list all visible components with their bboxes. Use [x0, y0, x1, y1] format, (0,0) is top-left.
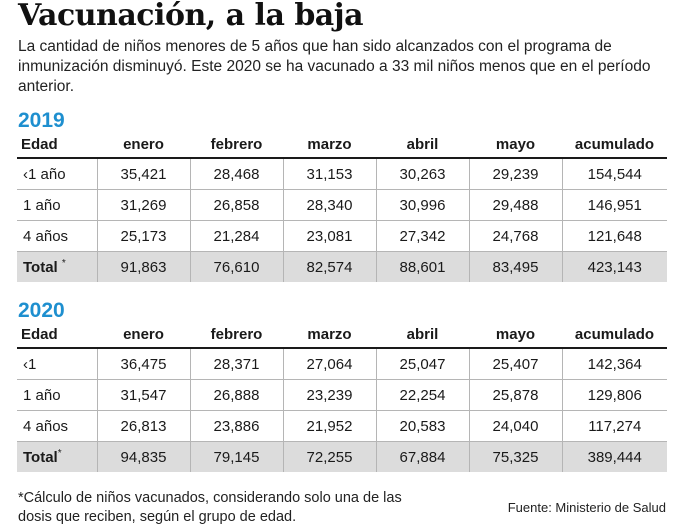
col-header-marzo: marzo: [283, 132, 376, 159]
total-cell: 82,574: [282, 251, 376, 282]
table-cell: 154,544: [561, 158, 667, 190]
total-cell: 67,884: [375, 441, 469, 472]
table-header-row: Edad enero febrero marzo abril mayo acum…: [17, 322, 667, 349]
row-label: 4 años: [17, 220, 97, 252]
col-header-acumulado: acumulado: [562, 132, 667, 159]
table-row: 1 año 31,269 26,858 28,340 30,996 29,488…: [17, 189, 667, 221]
table-row: 4 años 25,173 21,284 23,081 27,342 24,76…: [17, 220, 667, 252]
intro-text: La cantidad de niños menores de 5 años q…: [18, 38, 651, 95]
row-label: 1 año: [17, 189, 97, 221]
table-cell: 27,064: [282, 348, 376, 380]
table-row: 4 años 26,813 23,886 21,952 20,583 24,04…: [17, 410, 667, 442]
total-cell: 83,495: [468, 251, 562, 282]
col-header-edad: Edad: [17, 322, 97, 349]
total-row: Total * 91,863 76,610 82,574 88,601 83,4…: [17, 251, 667, 282]
table-2019: Edad enero febrero marzo abril mayo acum…: [17, 132, 667, 282]
row-label: ‹1 año: [17, 158, 97, 190]
total-cell: 423,143: [561, 251, 667, 282]
total-cell: 79,145: [189, 441, 283, 472]
total-cell: 88,601: [375, 251, 469, 282]
year-heading-2019: 2019: [18, 109, 65, 132]
footnote-mark: *: [61, 258, 66, 269]
total-label: Total *: [17, 251, 97, 282]
total-row: Total* 94,835 79,145 72,255 67,884 75,32…: [17, 441, 667, 472]
table-cell: 22,254: [375, 379, 469, 411]
table-cell: 23,239: [282, 379, 376, 411]
col-header-febrero: febrero: [190, 322, 283, 349]
table-cell: 26,813: [96, 410, 190, 442]
table-cell: 29,488: [468, 189, 562, 221]
table-cell: 146,951: [561, 189, 667, 221]
table-cell: 27,342: [375, 220, 469, 252]
col-header-marzo: marzo: [283, 322, 376, 349]
col-header-edad: Edad: [17, 132, 97, 159]
footnote-mark: *: [57, 448, 62, 459]
table-cell: 29,239: [468, 158, 562, 190]
table-row: 1 año 31,547 26,888 23,239 22,254 25,878…: [17, 379, 667, 411]
table-cell: 30,996: [375, 189, 469, 221]
table-cell: 24,768: [468, 220, 562, 252]
total-cell: 94,835: [96, 441, 190, 472]
table-cell: 23,081: [282, 220, 376, 252]
table-cell: 35,421: [96, 158, 190, 190]
col-header-abril: abril: [376, 132, 469, 159]
table-cell: 129,806: [561, 379, 667, 411]
col-header-abril: abril: [376, 322, 469, 349]
total-label-text: Total: [23, 449, 58, 466]
table-cell: 28,340: [282, 189, 376, 221]
total-label-text: Total: [23, 259, 58, 276]
table-cell: 26,888: [189, 379, 283, 411]
table-row: ‹1 36,475 28,371 27,064 25,047 25,407 14…: [17, 348, 667, 380]
col-header-mayo: mayo: [469, 132, 562, 159]
page-title: Vacunación, a la baja: [18, 0, 364, 33]
table-cell: 20,583: [375, 410, 469, 442]
table-cell: 21,284: [189, 220, 283, 252]
row-label: ‹1: [17, 348, 97, 380]
table-cell: 31,153: [282, 158, 376, 190]
table-row: ‹1 año 35,421 28,468 31,153 30,263 29,23…: [17, 158, 667, 190]
table-cell: 31,269: [96, 189, 190, 221]
table-cell: 28,371: [189, 348, 283, 380]
table-cell: 25,047: [375, 348, 469, 380]
footnote: *Cálculo de niños vacunados, considerand…: [18, 490, 402, 525]
table-cell: 36,475: [96, 348, 190, 380]
col-header-enero: enero: [97, 132, 190, 159]
col-header-mayo: mayo: [469, 322, 562, 349]
row-label: 1 año: [17, 379, 97, 411]
total-cell: 91,863: [96, 251, 190, 282]
table-cell: 28,468: [189, 158, 283, 190]
col-header-acumulado: acumulado: [562, 322, 667, 349]
table-2020: Edad enero febrero marzo abril mayo acum…: [17, 322, 667, 472]
table-cell: 25,878: [468, 379, 562, 411]
total-cell: 75,325: [468, 441, 562, 472]
table-cell: 121,648: [561, 220, 667, 252]
total-cell: 72,255: [282, 441, 376, 472]
total-cell: 76,610: [189, 251, 283, 282]
table-cell: 25,407: [468, 348, 562, 380]
table-cell: 25,173: [96, 220, 190, 252]
table-cell: 24,040: [468, 410, 562, 442]
table-header-row: Edad enero febrero marzo abril mayo acum…: [17, 132, 667, 159]
year-heading-2020: 2020: [18, 299, 65, 322]
table-cell: 142,364: [561, 348, 667, 380]
table-cell: 117,274: [561, 410, 667, 442]
total-label: Total*: [17, 441, 97, 472]
col-header-febrero: febrero: [190, 132, 283, 159]
col-header-enero: enero: [97, 322, 190, 349]
table-cell: 31,547: [96, 379, 190, 411]
table-cell: 30,263: [375, 158, 469, 190]
source-credit: Fuente: Ministerio de Salud: [507, 500, 666, 515]
table-cell: 21,952: [282, 410, 376, 442]
total-cell: 389,444: [561, 441, 667, 472]
table-cell: 23,886: [189, 410, 283, 442]
row-label: 4 años: [17, 410, 97, 442]
table-cell: 26,858: [189, 189, 283, 221]
